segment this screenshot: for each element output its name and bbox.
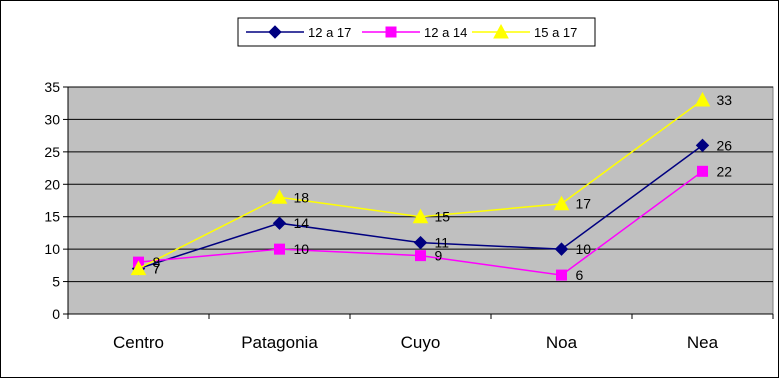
series-12-a-17 [131,138,710,276]
y-tick-label: 5 [52,274,60,290]
legend-label: 12 a 17 [308,25,351,40]
data-label: 15 [435,209,451,225]
data-point-marker [553,195,570,211]
data-label: 9 [435,248,443,264]
y-tick-label: 20 [44,176,60,192]
y-tick-label: 0 [52,306,60,322]
legend-label: 12 a 14 [424,25,467,40]
data-point-marker [697,165,708,177]
data-label: 18 [294,189,310,205]
data-label: 7 [153,261,161,277]
x-tick-label: Centro [113,333,164,352]
data-label: 10 [294,241,310,257]
data-point-marker [412,208,429,224]
data-point-marker [130,260,147,276]
legend-item: 15 a 17 [472,23,577,40]
data-point-marker [695,138,710,153]
series-layer [130,91,711,281]
legend-item: 12 a 17 [246,25,351,40]
data-label: 11 [435,235,450,251]
data-label: 17 [576,196,592,212]
x-tick-label: Nea [687,333,719,352]
data-label: 14 [294,215,310,231]
y-tick-label: 35 [44,79,60,95]
legend-marker [493,23,509,39]
y-tick-label: 15 [44,209,60,225]
data-point-marker [274,243,285,255]
y-tick-label: 25 [44,144,60,160]
y-tick-label: 10 [44,241,60,257]
data-point-marker [694,91,711,107]
data-point-marker [415,250,426,262]
data-point-marker [554,242,569,256]
data-label: 7 [153,261,161,277]
plot-area [67,86,774,315]
data-label: 6 [576,267,584,283]
legend-marker [385,26,397,38]
data-label: 8 [153,254,161,270]
data-label: 26 [717,137,733,153]
y-tick-label: 30 [44,111,60,127]
legend: 12 a 17 12 a 14 15 a 17 [237,17,596,47]
axes: 0 5 10 15 20 25 30 35 Centro Patagonia Cuyo Noa Nea [44,79,774,352]
data-label: 33 [717,92,733,108]
data-label: 22 [717,163,733,179]
series-15-a-17 [130,91,711,276]
series-12-a-14 [133,165,708,281]
legend-item: 12 a 14 [362,25,467,40]
data-label: 10 [576,241,592,257]
legend-label: 15 a 17 [534,25,577,40]
legend-marker [268,25,282,39]
x-tick-label: Patagonia [241,333,318,352]
data-point-marker [556,269,567,281]
x-tick-label: Noa [546,333,578,352]
x-tick-label: Cuyo [401,333,441,352]
data-point-marker [413,235,428,250]
data-point-marker [272,216,287,230]
data-point-marker [271,189,288,204]
